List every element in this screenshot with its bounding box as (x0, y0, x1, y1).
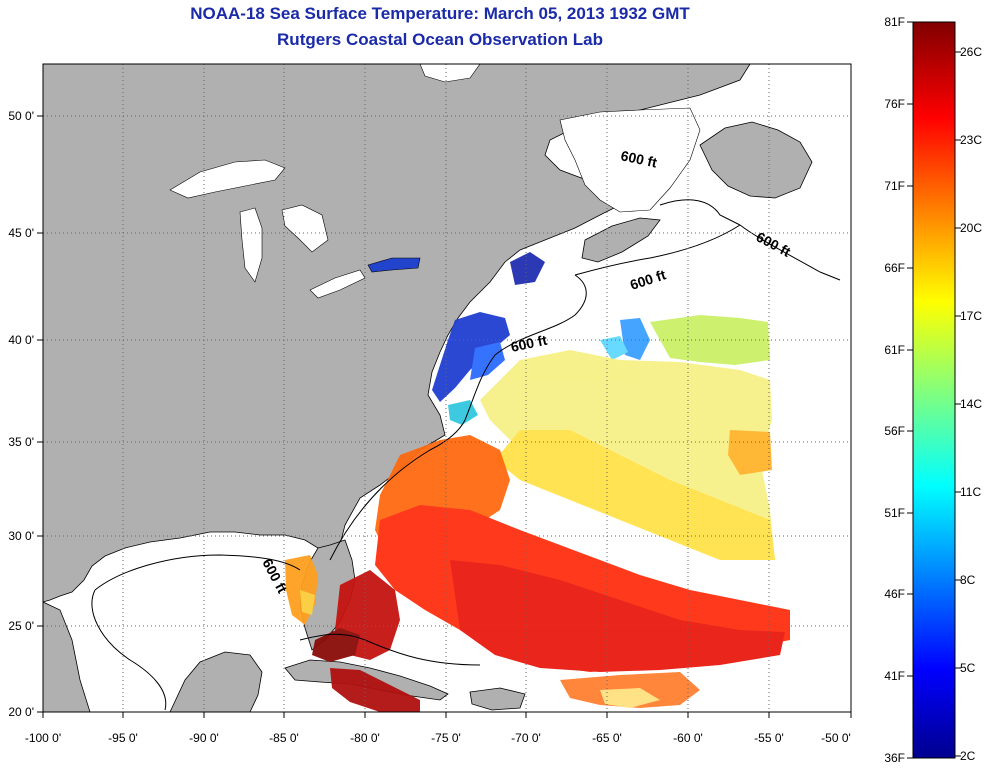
lon-tick-label: -60 0' (673, 731, 703, 745)
lon-tick-label: -55 0' (754, 731, 784, 745)
depth-label: 600 ft (509, 332, 548, 355)
colorbar-c-label: 11C (960, 485, 981, 499)
colorbar-ticks (907, 21, 961, 759)
map-subtitle: Rutgers Coastal Ocean Observation Lab (277, 30, 603, 49)
land-hispaniola (469, 687, 526, 711)
land-nova-scotia (581, 217, 661, 263)
land-newfoundland (699, 121, 813, 199)
lake-huron (281, 204, 329, 253)
colorbar-c-label: 2C (960, 749, 976, 763)
colorbar-c-label: 20C (960, 221, 982, 235)
lake-ontario (367, 257, 421, 273)
land-yucatan (169, 651, 263, 712)
hudson-bay-edge (419, 64, 481, 83)
lon-tick-label: -70 0' (511, 731, 541, 745)
lon-tick-label: -85 0' (269, 731, 299, 745)
graticule (43, 64, 851, 712)
lake-michigan (239, 207, 263, 283)
map-title: NOAA-18 Sea Surface Temperature: March 0… (190, 4, 690, 23)
colorbar-f-label: 56F (884, 424, 905, 438)
colorbar-c-label: 17C (960, 309, 982, 323)
lat-tick-label: 40 0' (8, 333, 34, 347)
colorbar-f-label: 66F (884, 261, 905, 275)
lon-tick-label: -95 0' (108, 731, 138, 745)
colorbar-f-label: 76F (884, 97, 905, 111)
lon-tick-label: -80 0' (350, 731, 380, 745)
colorbar-f-label: 81F (884, 15, 905, 29)
lon-tick-label: -50 0' (821, 731, 851, 745)
colorbar-f-label: 41F (884, 669, 905, 683)
land-north-america (43, 64, 751, 603)
colorbar-c-label: 26C (960, 45, 982, 59)
colorbar-f-label: 36F (884, 751, 905, 765)
lat-tick-label: 50 0' (8, 109, 34, 123)
sst-warm-band (285, 435, 790, 712)
lon-tick-label: -65 0' (592, 731, 622, 745)
lake-superior (169, 159, 286, 199)
frame-ticks (37, 115, 852, 718)
colorbar-f-label: 46F (884, 587, 905, 601)
depth-contours (91, 199, 841, 711)
lat-tick-label: 20 0' (8, 705, 34, 719)
gulf-st-lawrence (559, 107, 701, 213)
lat-tick-label: 25 0' (8, 619, 34, 633)
colorbar-f-label: 61F (884, 343, 905, 357)
colorbar (912, 21, 956, 759)
map-frame (42, 63, 852, 713)
colorbar-c-label: 14C (960, 397, 982, 411)
colorbar-f-label: 71F (884, 179, 905, 193)
colorbar-f-label: 51F (884, 506, 905, 520)
lon-tick-label: -75 0' (431, 731, 461, 745)
lat-tick-label: 45 0' (8, 226, 34, 240)
lon-tick-label: -90 0' (189, 731, 219, 745)
depth-label: 600 ft (619, 147, 658, 170)
lake-erie (309, 269, 366, 299)
colorbar-c-label: 8C (960, 573, 976, 587)
lon-tick-label: -100 0' (25, 731, 61, 745)
colorbar-c-label: 5C (960, 661, 976, 675)
lat-tick-label: 35 0' (8, 435, 34, 449)
colorbar-c-label: 23C (960, 133, 982, 147)
sst-mid-band (480, 315, 775, 560)
lat-tick-label: 30 0' (8, 529, 34, 543)
land-mexico-west (43, 601, 91, 712)
